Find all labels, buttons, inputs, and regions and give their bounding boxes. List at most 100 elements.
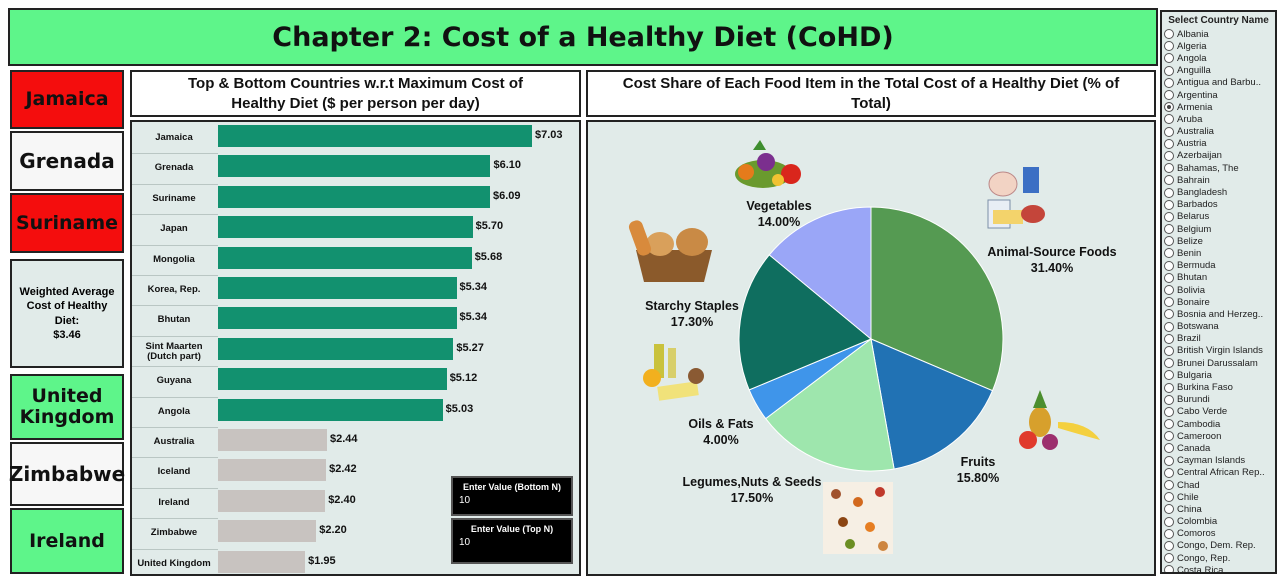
top-n-input[interactable]: Enter Value (Top N) 10 — [451, 518, 573, 564]
top-n-value[interactable]: 10 — [459, 537, 471, 548]
bottom-n-input[interactable]: Enter Value (Bottom N) 10 — [451, 476, 573, 516]
radio-icon[interactable] — [1164, 540, 1174, 551]
bar[interactable] — [218, 550, 306, 573]
slicer-item[interactable]: Comoros — [1162, 528, 1275, 540]
slicer-item[interactable]: Bonaire — [1162, 296, 1275, 308]
slicer-item[interactable]: Anguilla — [1162, 65, 1275, 77]
radio-icon[interactable] — [1164, 53, 1174, 64]
slicer-item[interactable]: British Virgin Islands — [1162, 345, 1275, 357]
slicer-item[interactable]: Chad — [1162, 479, 1275, 491]
radio-icon[interactable] — [1164, 77, 1174, 88]
radio-icon[interactable] — [1164, 285, 1174, 296]
radio-icon[interactable] — [1164, 102, 1174, 113]
slicer-item[interactable]: Chile — [1162, 491, 1275, 503]
slicer-item[interactable]: Cayman Islands — [1162, 455, 1275, 467]
bar[interactable] — [218, 185, 490, 208]
bar[interactable] — [218, 368, 447, 391]
slicer-item[interactable]: Aruba — [1162, 113, 1275, 125]
slicer-item[interactable]: Bolivia — [1162, 284, 1275, 296]
slicer-item[interactable]: Costa Rica — [1162, 564, 1275, 572]
radio-icon[interactable] — [1164, 224, 1174, 235]
bar[interactable] — [218, 459, 327, 482]
slicer-item[interactable]: Benin — [1162, 247, 1275, 259]
slicer-item[interactable]: Congo, Rep. — [1162, 552, 1275, 564]
slicer-item[interactable]: Armenia — [1162, 101, 1275, 113]
radio-icon[interactable] — [1164, 443, 1174, 454]
radio-icon[interactable] — [1164, 297, 1174, 308]
radio-icon[interactable] — [1164, 65, 1174, 76]
radio-icon[interactable] — [1164, 492, 1174, 503]
pie-slice-legumes-nuts-seeds[interactable] — [764, 338, 895, 472]
radio-icon[interactable] — [1164, 272, 1174, 283]
slicer-item[interactable]: Burkina Faso — [1162, 381, 1275, 393]
radio-icon[interactable] — [1164, 309, 1174, 320]
slicer-item[interactable]: Bahrain — [1162, 174, 1275, 186]
slicer-item[interactable]: Belize — [1162, 235, 1275, 247]
slicer-item[interactable]: Bhutan — [1162, 272, 1275, 284]
radio-icon[interactable] — [1164, 236, 1174, 247]
bar[interactable] — [218, 520, 317, 543]
slicer-item[interactable]: Bahamas, The — [1162, 162, 1275, 174]
slicer-list[interactable]: Albania Algeria Angola Anguilla Antigua and … — [1162, 28, 1275, 572]
radio-icon[interactable] — [1164, 431, 1174, 442]
slicer-item[interactable]: Austria — [1162, 138, 1275, 150]
bar[interactable] — [218, 429, 327, 451]
radio-icon[interactable] — [1164, 370, 1174, 381]
radio-icon[interactable] — [1164, 467, 1174, 478]
bar[interactable] — [218, 489, 326, 512]
slicer-item[interactable]: Azerbaijan — [1162, 150, 1275, 162]
radio-icon[interactable] — [1164, 382, 1174, 393]
bar[interactable] — [218, 337, 454, 360]
radio-icon[interactable] — [1164, 175, 1174, 186]
radio-icon[interactable] — [1164, 260, 1174, 271]
slicer-item[interactable]: Burundi — [1162, 394, 1275, 406]
pie-slice-vegetables[interactable] — [768, 206, 872, 341]
slicer-item[interactable]: Belgium — [1162, 223, 1275, 235]
radio-icon[interactable] — [1164, 480, 1174, 491]
radio-icon[interactable] — [1164, 528, 1174, 539]
radio-icon[interactable] — [1164, 406, 1174, 417]
slicer-item[interactable]: Bulgaria — [1162, 369, 1275, 381]
radio-icon[interactable] — [1164, 138, 1174, 149]
radio-icon[interactable] — [1164, 29, 1174, 40]
bar[interactable] — [218, 155, 491, 178]
radio-icon[interactable] — [1164, 41, 1174, 52]
radio-icon[interactable] — [1164, 516, 1174, 527]
slicer-item[interactable]: China — [1162, 503, 1275, 515]
radio-icon[interactable] — [1164, 553, 1174, 564]
slicer-item[interactable]: Algeria — [1162, 40, 1275, 52]
radio-icon[interactable] — [1164, 565, 1174, 572]
slicer-item[interactable]: Belarus — [1162, 211, 1275, 223]
radio-icon[interactable] — [1164, 163, 1174, 174]
pie-slice-fruits[interactable] — [870, 338, 994, 470]
slicer-item[interactable]: Central African Rep.. — [1162, 467, 1275, 479]
radio-icon[interactable] — [1164, 394, 1174, 405]
radio-icon[interactable] — [1164, 90, 1174, 101]
slicer-item[interactable]: Canada — [1162, 442, 1275, 454]
slicer-item[interactable]: Argentina — [1162, 89, 1275, 101]
radio-icon[interactable] — [1164, 126, 1174, 137]
slicer-item[interactable]: Antigua and Barbu.. — [1162, 77, 1275, 89]
slicer-item[interactable]: Cabo Verde — [1162, 406, 1275, 418]
radio-icon[interactable] — [1164, 333, 1174, 344]
slicer-item[interactable]: Australia — [1162, 126, 1275, 138]
slicer-item[interactable]: Brunei Darussalam — [1162, 357, 1275, 369]
pie-slice-animal-source-foods[interactable] — [870, 206, 1004, 392]
radio-icon[interactable] — [1164, 455, 1174, 466]
slicer-item[interactable]: Bermuda — [1162, 260, 1275, 272]
slicer-item[interactable]: Cambodia — [1162, 418, 1275, 430]
slicer-item[interactable]: Colombia — [1162, 516, 1275, 528]
slicer-item[interactable]: Congo, Dem. Rep. — [1162, 540, 1275, 552]
slicer-item[interactable]: Bosnia and Herzeg.. — [1162, 308, 1275, 320]
bar[interactable] — [218, 246, 472, 269]
country-slicer[interactable]: Select Country Name Albania Algeria Angola… — [1160, 10, 1277, 574]
radio-icon[interactable] — [1164, 504, 1174, 515]
slicer-item[interactable]: Brazil — [1162, 333, 1275, 345]
slicer-item[interactable]: Bangladesh — [1162, 186, 1275, 198]
radio-icon[interactable] — [1164, 345, 1174, 356]
bar[interactable] — [218, 398, 443, 421]
radio-icon[interactable] — [1164, 419, 1174, 430]
slicer-item[interactable]: Albania — [1162, 28, 1275, 40]
bottom-n-value[interactable]: 10 — [459, 495, 471, 506]
pie-slice-starchy-staples[interactable] — [738, 254, 872, 391]
